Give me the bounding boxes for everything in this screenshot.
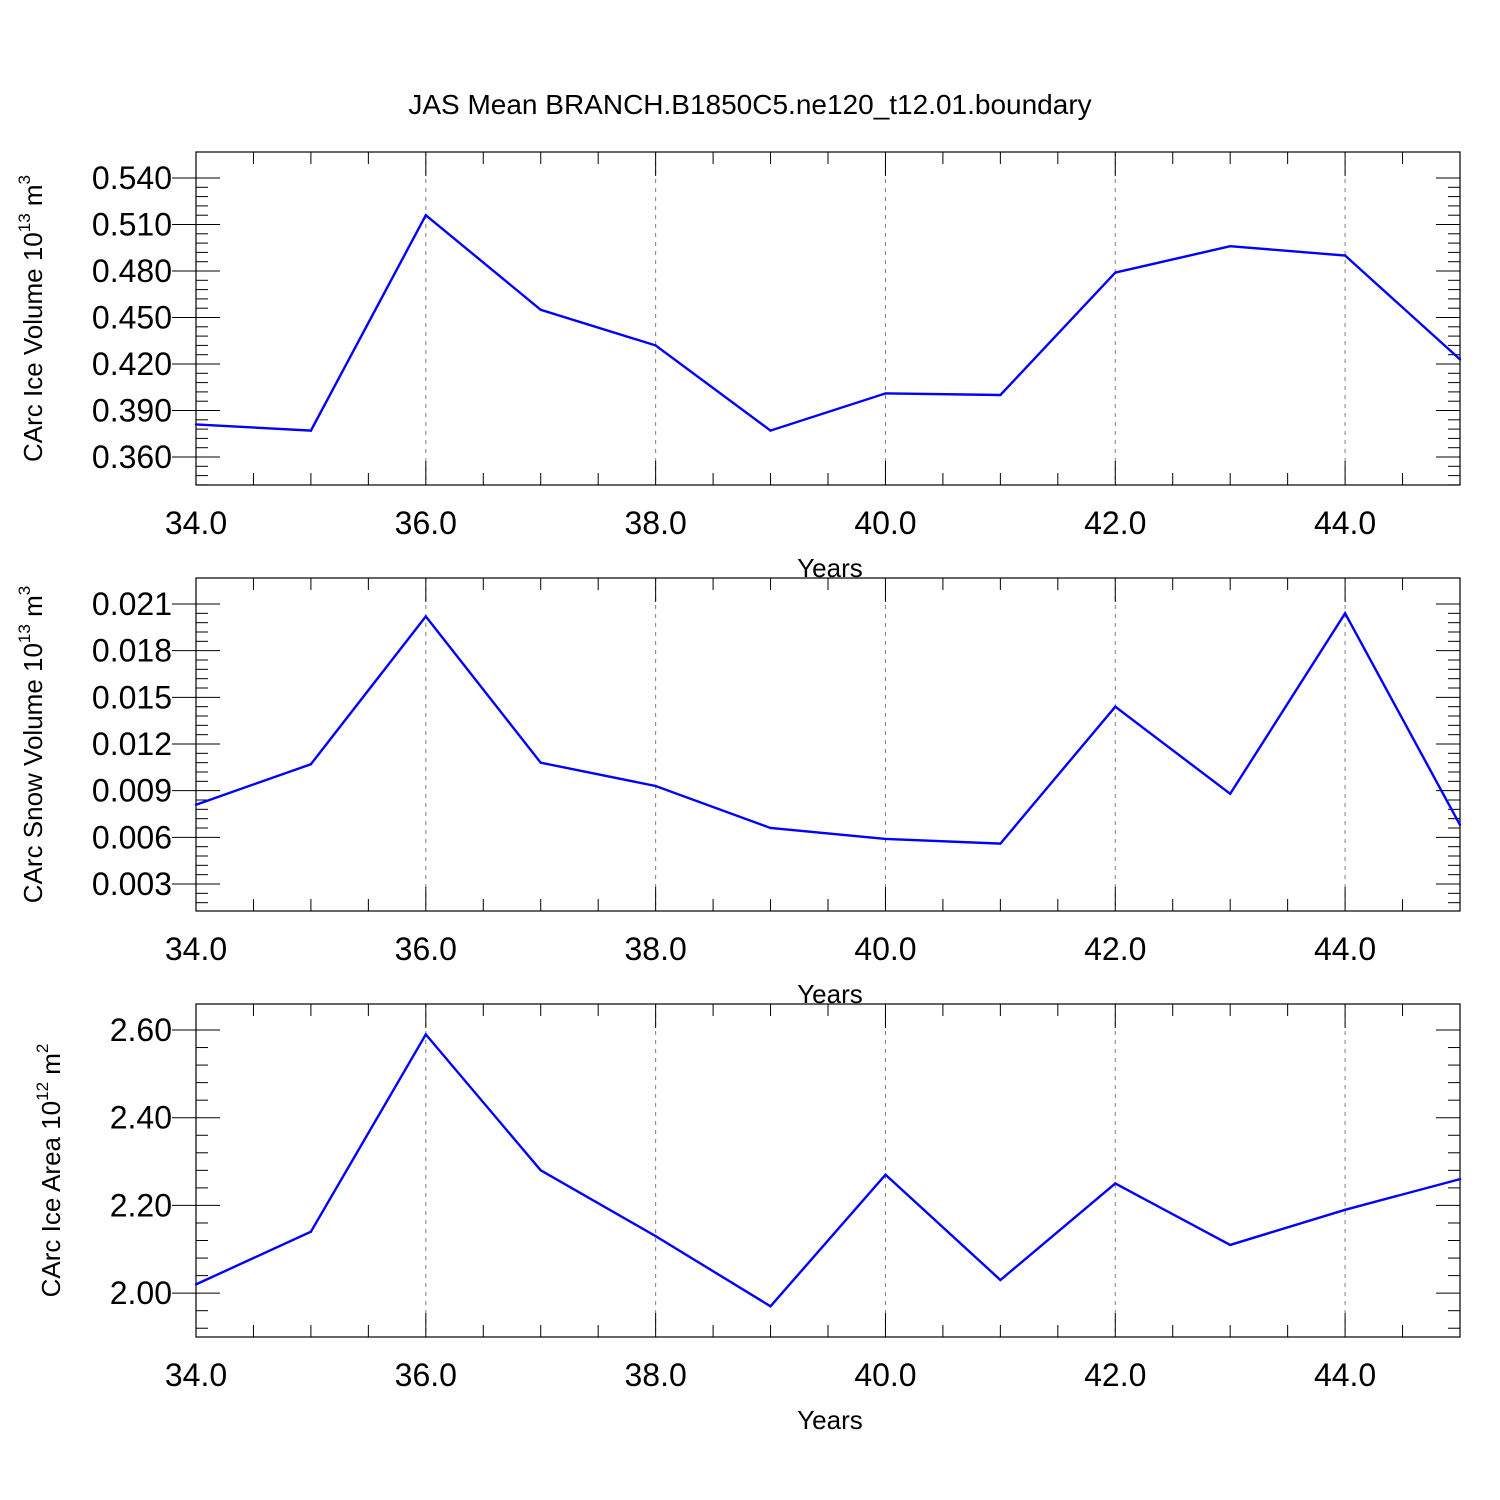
x-axis-title: Years — [797, 1405, 863, 1435]
y-tick-label: 0.006 — [92, 819, 172, 855]
x-tick-label: 36.0 — [395, 505, 457, 541]
y-tick-label: 2.00 — [110, 1275, 172, 1311]
data-point — [309, 429, 313, 432]
y-tick-label: 0.420 — [92, 346, 172, 382]
panel-3: 34.0 36.0 38.0 40.0 42.0 44.0 Years 2.00 2.20 2.4… — [33, 1003, 1462, 1435]
data-point — [194, 803, 198, 806]
data-point — [884, 1173, 887, 1176]
data-point — [769, 429, 772, 432]
x-tick-label: 44.0 — [1314, 931, 1376, 967]
y-axis-title: CArc Snow Volume 1013 m3 — [15, 586, 48, 903]
panel-1: 34.0 36.0 38.0 40.0 42.0 44.0Years0.3600.3900… — [15, 151, 1462, 583]
y-axis-title-unit-exponent: 3 — [15, 586, 34, 595]
data-point — [654, 1234, 657, 1238]
y-axis-title-exponent: 12 — [33, 1082, 52, 1101]
data-point — [424, 615, 428, 618]
data-point — [769, 826, 772, 830]
y-axis-title-prefix: CArc Ice Volume 10 — [18, 232, 48, 462]
y-axis-title-unit: m — [36, 1053, 66, 1082]
y-tick-label: 0.510 — [92, 207, 172, 243]
x-tick-label: 38.0 — [624, 505, 686, 541]
data-point — [1228, 1243, 1232, 1247]
data-point — [424, 1033, 428, 1036]
y-tick-label: 0.009 — [92, 773, 172, 809]
y-tick-label: 0.003 — [92, 866, 172, 902]
data-point — [999, 393, 1002, 397]
series-line — [195, 1032, 1461, 1308]
x-tick-label: 38.0 — [624, 1357, 686, 1393]
data-point — [1228, 792, 1232, 795]
data-point — [194, 423, 198, 426]
data-point — [1228, 245, 1232, 248]
data-point — [539, 761, 542, 764]
y-tick-label: 0.480 — [92, 253, 172, 289]
x-tick-label: 42.0 — [1084, 505, 1146, 541]
data-point — [309, 763, 313, 766]
data-point — [999, 1278, 1002, 1282]
y-tick-label: 0.018 — [92, 633, 172, 669]
y-tick-label: 0.540 — [92, 160, 172, 196]
data-point — [1114, 705, 1117, 708]
data-point — [1343, 1208, 1347, 1212]
data-point — [654, 784, 657, 788]
data-point — [1458, 1177, 1462, 1181]
x-tick-label: 44.0 — [1314, 1357, 1376, 1393]
x-tick-label: 34.0 — [165, 931, 227, 967]
panel-2: 34.0 36.0 38.0 40.0 42.0 44.0Years0.0030.0060… — [15, 577, 1462, 1009]
data-point — [1114, 271, 1117, 274]
y-tick-label: 0.390 — [92, 393, 172, 429]
x-tick-label: 42.0 — [1084, 931, 1146, 967]
x-tick-label: 34.0 — [165, 505, 227, 541]
data-point — [1458, 358, 1462, 361]
figure-title: JAS Mean BRANCH.B1850C5.ne120_t12.01.bou… — [408, 89, 1091, 120]
data-point — [654, 344, 657, 347]
y-axis-title-unit: m — [18, 184, 48, 213]
x-tick-label: 34.0 — [165, 1357, 227, 1393]
y-axis-title: CArc Ice Volume 1013 m3 — [15, 175, 48, 462]
data-point — [769, 1305, 772, 1308]
x-tick-label: 40.0 — [854, 1357, 916, 1393]
data-point — [424, 214, 428, 217]
data-point — [999, 842, 1002, 845]
x-tick-label: 36.0 — [395, 1357, 457, 1393]
x-tick-label: 40.0 — [854, 505, 916, 541]
y-axis-title-exponent: 13 — [15, 213, 34, 232]
data-point — [539, 1169, 542, 1172]
y-tick-label: 0.360 — [92, 439, 172, 475]
y-axis-title-exponent: 13 — [15, 624, 34, 643]
y-axis-title-prefix: CArc Snow Volume 10 — [18, 643, 48, 903]
y-tick-label: 2.20 — [110, 1187, 172, 1223]
data-point — [1343, 612, 1347, 615]
y-tick-label: 2.60 — [110, 1012, 172, 1048]
y-tick-label: 0.015 — [92, 679, 172, 715]
data-point — [539, 308, 542, 311]
y-tick-label: 0.012 — [92, 726, 172, 762]
data-point — [309, 1230, 313, 1233]
x-tick-label: 44.0 — [1314, 505, 1376, 541]
data-point — [1114, 1182, 1117, 1185]
x-tick-label: 36.0 — [395, 931, 457, 967]
series-line — [195, 213, 1461, 432]
data-point — [884, 392, 887, 395]
data-point — [1343, 254, 1347, 257]
y-axis-title: CArc Ice Area 1012 m2 — [33, 1044, 66, 1298]
data-point — [1458, 823, 1462, 827]
y-axis-title-unit: m — [18, 595, 48, 624]
x-tick-label: 42.0 — [1084, 1357, 1146, 1393]
data-point — [194, 1283, 198, 1286]
y-tick-label: 0.021 — [92, 586, 172, 622]
y-axis-title-prefix: CArc Ice Area 10 — [36, 1101, 66, 1298]
y-tick-label: 0.450 — [92, 300, 172, 336]
series-line — [195, 610, 1462, 845]
y-tick-label: 2.40 — [110, 1100, 172, 1136]
y-axis-title-unit-exponent: 3 — [15, 175, 34, 184]
data-point — [884, 837, 887, 841]
y-axis-title-unit-exponent: 2 — [33, 1044, 52, 1053]
x-tick-label: 38.0 — [624, 931, 686, 967]
x-tick-label: 40.0 — [854, 931, 916, 967]
